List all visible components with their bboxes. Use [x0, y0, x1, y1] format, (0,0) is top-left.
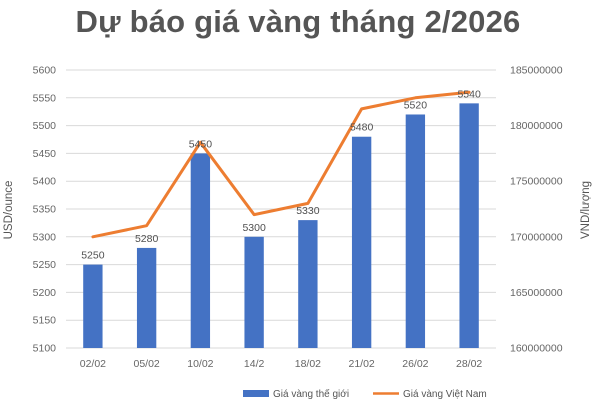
y-tick-label-left: 5150 — [33, 315, 57, 327]
x-tick-label: 14/2 — [244, 358, 265, 370]
left-axis-ticks: 5100 5150 5200 5250 5300 5350 5400 5450 5500 5550… — [33, 65, 57, 355]
data-label: 5480 — [350, 122, 374, 134]
data-label: 5330 — [296, 205, 320, 217]
x-tick-label: 28/02 — [456, 358, 482, 370]
y-axis-label-left: USD/ounce — [3, 181, 15, 240]
bar — [83, 264, 103, 348]
x-tick-label: 26/02 — [402, 358, 428, 370]
y-tick-label-right: 185000000 — [510, 65, 563, 77]
y-tick-label-left: 5600 — [33, 65, 57, 77]
bar — [351, 136, 372, 348]
bar — [190, 153, 211, 348]
y-tick-label-left: 5250 — [33, 259, 57, 271]
legend-bar-swatch — [243, 390, 269, 397]
y-axis-label-right: VND/lượng — [580, 181, 592, 239]
y-tick-label-right: 180000000 — [510, 120, 563, 132]
data-label: 5540 — [457, 88, 481, 100]
y-tick-label-right: 160000000 — [510, 343, 563, 355]
y-tick-label-left: 5200 — [33, 287, 57, 299]
data-label: 5300 — [242, 222, 266, 234]
y-tick-label-right: 175000000 — [510, 176, 563, 188]
bar — [459, 103, 479, 348]
data-label: 5450 — [189, 138, 213, 150]
series-line — [91, 90, 471, 239]
bar — [405, 114, 426, 348]
y-tick-label-left: 5550 — [33, 92, 57, 104]
line-series — [91, 90, 471, 239]
chart-title: Dự báo giá vàng tháng 2/2026 — [75, 4, 521, 39]
bar — [298, 220, 318, 348]
x-tick-label: 21/02 — [348, 358, 374, 370]
y-tick-label-right: 170000000 — [510, 231, 563, 243]
x-tick-label: 10/02 — [187, 358, 213, 370]
bar-series — [83, 103, 479, 348]
right-axis-ticks: 160000000 165000000 170000000 175000000 1800… — [510, 65, 563, 355]
y-tick-label-right: 165000000 — [510, 287, 563, 299]
x-tick-label: 02/02 — [80, 358, 106, 370]
data-label: 5250 — [81, 250, 105, 262]
data-labels: 5250 5280 5450 5300 5330 5480 5520 5540 — [81, 88, 481, 261]
y-tick-label-left: 5500 — [33, 120, 57, 132]
data-label: 5520 — [404, 99, 428, 111]
data-label: 5280 — [135, 233, 159, 245]
y-tick-label-left: 5100 — [33, 343, 57, 355]
y-tick-label-left: 5300 — [33, 231, 57, 243]
x-tick-label: 05/02 — [133, 358, 159, 370]
x-tick-label: 18/02 — [295, 358, 321, 370]
legend-line-label: Giá vàng Việt Nam — [403, 389, 487, 400]
y-tick-label-left: 5350 — [33, 204, 57, 216]
bar — [136, 247, 157, 348]
y-tick-label-left: 5450 — [33, 148, 57, 160]
y-tick-label-left: 5400 — [33, 176, 57, 188]
x-axis-ticks: 02/02 05/02 10/02 14/2 18/02 21/02 26/02 28/02 — [80, 358, 483, 370]
legend: Giá vàng thế giới Giá vàng Việt Nam — [243, 388, 487, 400]
legend-bar-label: Giá vàng thế giới — [273, 388, 349, 400]
bar — [244, 236, 264, 348]
